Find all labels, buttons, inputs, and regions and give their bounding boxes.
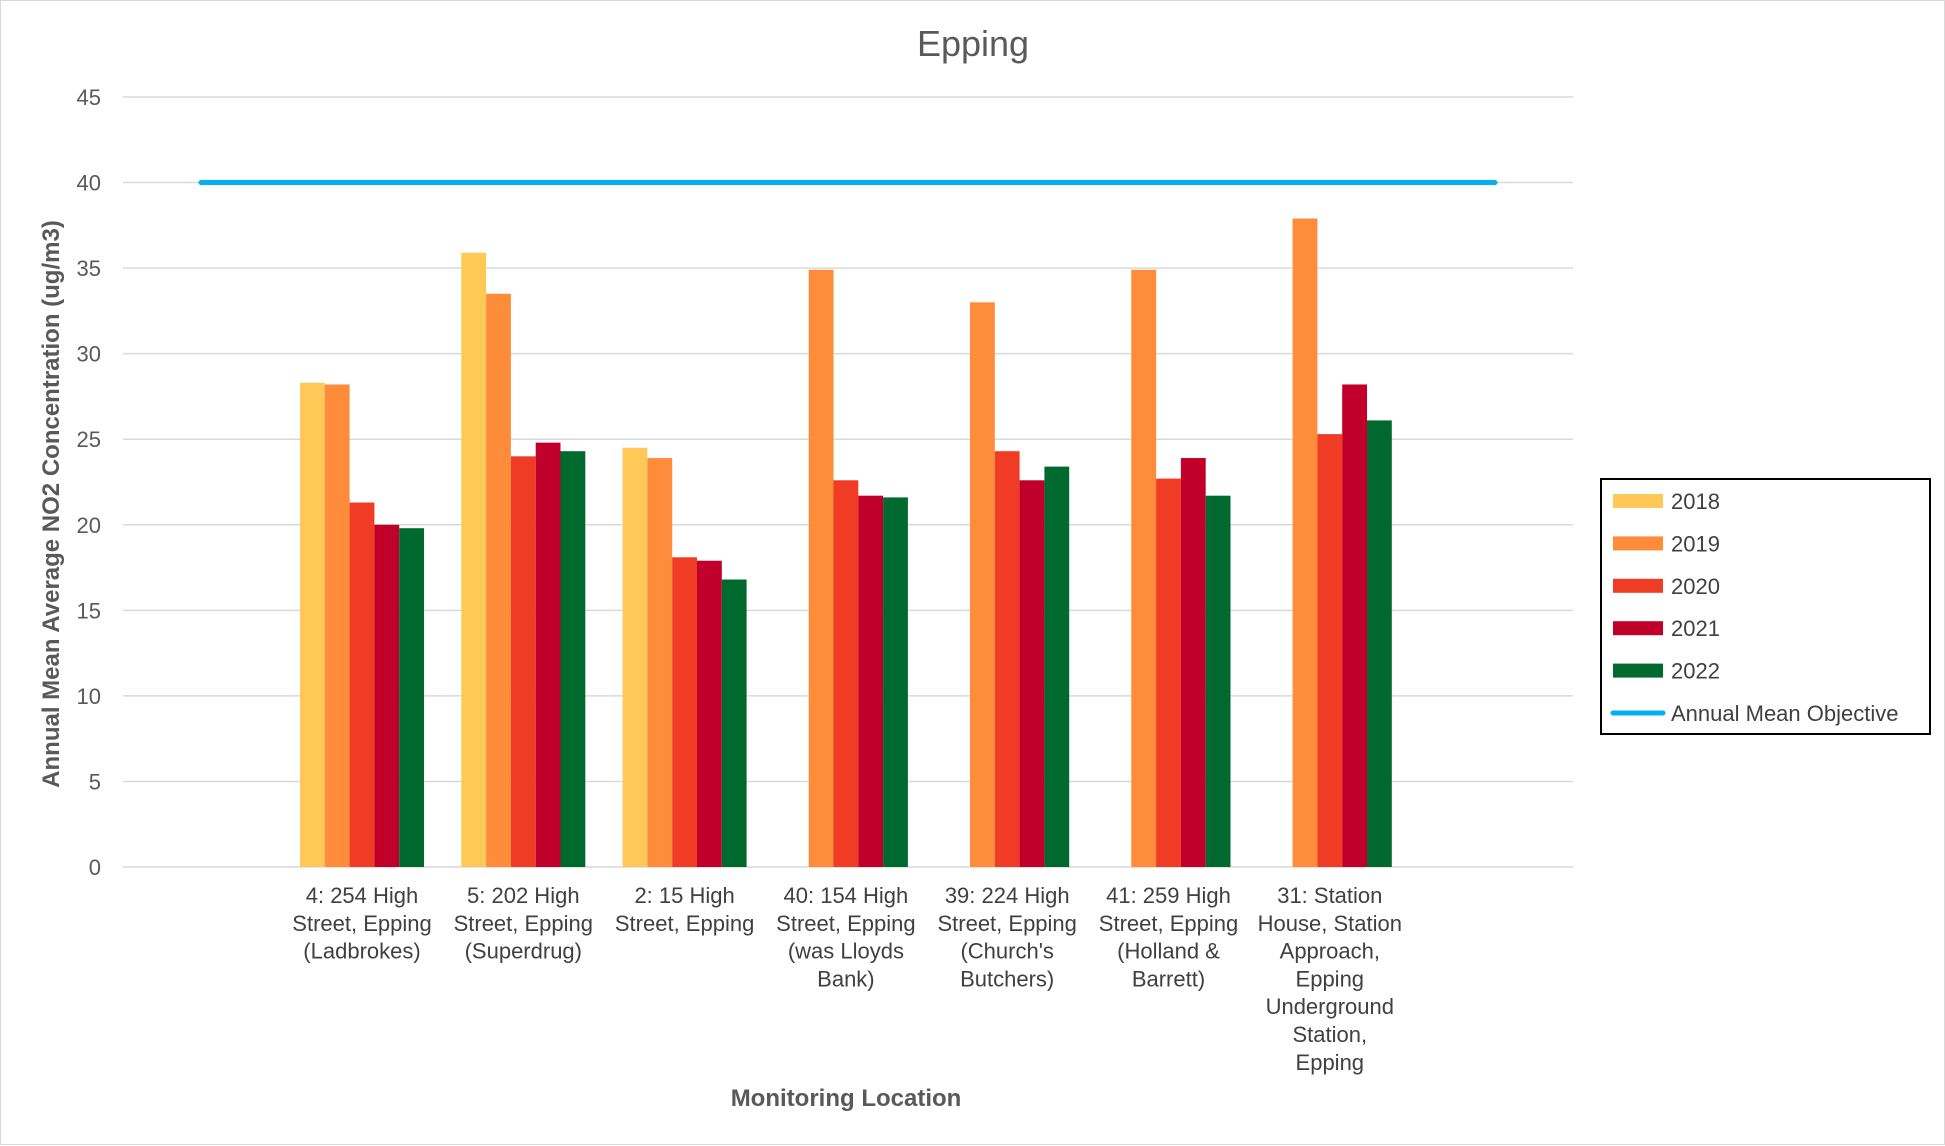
y-tick-label: 25 <box>77 427 101 452</box>
bar-2022-2 <box>721 579 747 867</box>
category-label: 41: 259 High Street, Epping (Holland & Barr… <box>1099 883 1238 991</box>
bar-2019-6 <box>1292 218 1318 867</box>
legend-box <box>1600 478 1931 735</box>
bar-2022-0 <box>399 528 424 867</box>
bar-2022-4 <box>1044 466 1070 867</box>
bar-2019-2 <box>647 458 673 867</box>
y-tick-label: 35 <box>77 256 101 281</box>
bar-2022-6 <box>1367 420 1392 867</box>
bar-2020-3 <box>833 480 859 867</box>
bar-2019-4 <box>970 302 995 867</box>
legend-swatch-2020 <box>1613 578 1663 593</box>
bar-2020-6 <box>1317 434 1343 867</box>
bar-2019-3 <box>808 269 834 867</box>
bar-2020-5 <box>1156 478 1181 867</box>
bar-2021-1 <box>535 442 561 867</box>
category-label: 2: 15 High Street, Epping <box>615 883 754 936</box>
bar-2020-0 <box>349 502 375 867</box>
y-tick-label: 45 <box>77 85 101 110</box>
category-label: 31: Station House, Station Approach, Epping… <box>1258 883 1402 1075</box>
bar-2021-6 <box>1342 384 1367 867</box>
bar-2020-1 <box>510 456 536 867</box>
y-tick-label: 40 <box>77 171 101 196</box>
x-axis-label: Monitoring Location <box>731 1085 962 1112</box>
bar-2018-0 <box>300 382 325 867</box>
bar-2022-3 <box>883 497 908 867</box>
category-label: 4: 254 High Street, Epping (Ladbrokes) <box>292 883 431 964</box>
category-label: 40: 154 High Street, Epping (was Lloyds Ban… <box>776 883 915 991</box>
chart-title: Epping <box>917 23 1029 64</box>
bar-2021-2 <box>697 560 722 867</box>
legend: 2018 2019 2020 2021 2022 Annual Mean Objectiv… <box>1600 478 1931 735</box>
bar-2020-2 <box>672 557 697 867</box>
legend-label: 2020 <box>1671 574 1720 599</box>
legend-label: 2018 <box>1671 489 1720 514</box>
bar-2021-5 <box>1180 458 1206 867</box>
bar-2020-4 <box>994 451 1020 867</box>
bar-2022-1 <box>560 451 586 867</box>
y-tick-labels: 0 5 10 15 20 25 30 35 40 45 <box>77 85 101 880</box>
legend-label: 2022 <box>1671 659 1720 684</box>
bar-2022-5 <box>1205 495 1231 867</box>
bar-2021-0 <box>374 524 400 867</box>
bar-2018-1 <box>461 252 487 867</box>
legend-swatch-2022 <box>1613 663 1663 678</box>
category-label: 5: 202 High Street, Epping (Superdrug) <box>454 883 593 964</box>
legend-label: 2021 <box>1671 616 1720 641</box>
y-tick-label: 15 <box>77 598 101 623</box>
bar-2018-2 <box>622 447 648 867</box>
category-labels: 4: 254 High Street, Epping (Ladbrokes) 5: 2… <box>292 883 1402 1075</box>
legend-label: Annual Mean Objective <box>1671 701 1898 726</box>
legend-swatch-2019 <box>1613 536 1663 551</box>
bar-2019-5 <box>1131 269 1157 867</box>
bar-2021-4 <box>1019 480 1045 867</box>
y-tick-label: 20 <box>77 513 101 538</box>
bar-2019-1 <box>486 293 511 867</box>
bars <box>300 218 1392 867</box>
y-tick-label: 0 <box>89 855 101 880</box>
legend-swatch-2018 <box>1613 494 1663 508</box>
bar-2021-3 <box>858 495 884 867</box>
legend-swatch-2021 <box>1613 621 1663 636</box>
y-tick-label: 10 <box>77 684 101 709</box>
y-tick-label: 30 <box>77 342 101 367</box>
legend-label: 2019 <box>1671 531 1720 556</box>
y-tick-label: 5 <box>89 769 101 794</box>
bar-2019-0 <box>324 384 350 867</box>
category-label: 39: 224 High Street, Epping (Church's Butch… <box>937 883 1076 991</box>
y-axis-label: Annual Mean Average NO2 Concentration (u… <box>38 220 65 788</box>
